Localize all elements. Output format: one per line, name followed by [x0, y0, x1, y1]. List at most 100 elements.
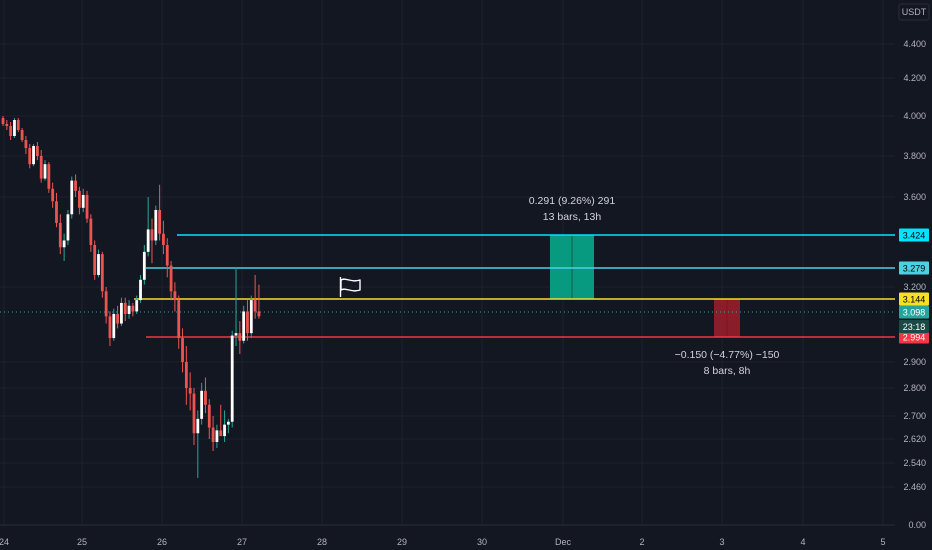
price-level-tag-text: 3.279	[903, 264, 926, 274]
price-level-tag-text: 2.994	[903, 333, 926, 343]
candle-body	[257, 311, 261, 317]
time-tick: 4	[800, 537, 805, 547]
candle-body	[24, 140, 28, 148]
price-tick: 3.200	[903, 282, 926, 292]
candle-body	[219, 430, 223, 437]
candle-body	[62, 240, 66, 248]
candle-body	[13, 120, 16, 136]
candle-body	[242, 311, 246, 341]
time-axis[interactable]: 24 25 26 27 28 29 30 Dec 2 3 4 5	[0, 537, 886, 547]
price-level-tag-text: 3.144	[903, 295, 926, 305]
candle-body	[207, 404, 211, 428]
candle-body	[1, 118, 5, 124]
flag-icon[interactable]	[339, 277, 361, 297]
price-tick: 4.400	[903, 39, 926, 49]
last-price-tag	[899, 305, 929, 319]
time-tick: 25	[77, 537, 87, 547]
measure-up-change: 0.291 (9.26%) 291	[529, 195, 616, 207]
measure-down-bars: 8 bars, 8h	[704, 365, 751, 377]
candle-body	[131, 305, 135, 312]
price-tick: 2.540	[903, 458, 926, 468]
candle-body	[81, 194, 85, 208]
candle-body	[93, 245, 97, 275]
candle-body	[192, 393, 196, 434]
price-axis[interactable]: 4.400 4.200 4.000 3.800 3.600 3.200 2.900 2.800…	[895, 0, 932, 550]
candle-body	[112, 313, 116, 339]
candle-body	[51, 188, 55, 202]
price-level-tag-text: 3.424	[903, 231, 926, 241]
candle-body	[246, 311, 249, 334]
candle-body	[223, 424, 226, 437]
candle-body	[32, 146, 35, 165]
candle-body	[116, 313, 119, 324]
candle-body	[142, 251, 146, 280]
last-price-tag-text: 3.098	[903, 308, 926, 318]
candle-body	[35, 146, 39, 156]
candle-body	[165, 245, 169, 266]
candle-body	[97, 254, 100, 275]
candle-body	[135, 300, 139, 312]
measure-zones	[550, 235, 740, 337]
price-tick: 4.200	[903, 73, 926, 83]
price-tick: 2.700	[903, 411, 926, 421]
candle-body	[104, 291, 108, 317]
time-tick: 27	[237, 537, 247, 547]
price-tick-bottom: 0.00	[908, 520, 926, 530]
candle-body	[150, 229, 154, 241]
candle-body	[20, 130, 24, 140]
candle-body	[55, 201, 58, 223]
candle-body	[253, 300, 257, 312]
price-level-lines[interactable]	[134, 234, 895, 338]
candle-body	[215, 430, 219, 442]
candle-body	[47, 164, 51, 189]
candle-body	[85, 194, 89, 219]
price-tick: 4.000	[903, 111, 926, 121]
candle-body	[39, 156, 43, 179]
grid	[0, 0, 895, 526]
candle-body	[127, 305, 131, 314]
candle-body	[5, 124, 9, 126]
candle-body	[234, 333, 238, 336]
price-level-tag	[899, 261, 929, 275]
currency-badge[interactable]	[898, 3, 930, 21]
candle-body	[162, 233, 165, 246]
candle-body	[230, 335, 234, 422]
time-tick: 29	[397, 537, 407, 547]
time-tick: 28	[317, 537, 327, 547]
price-tick: 2.900	[903, 357, 926, 367]
candle-body	[188, 388, 192, 394]
candle-body	[58, 222, 62, 248]
candle-body	[238, 333, 242, 341]
candle-body	[158, 209, 162, 234]
candle-body	[100, 254, 104, 292]
price-level-tag	[899, 228, 929, 242]
candle-body	[28, 148, 32, 165]
currency-label: USDT	[902, 7, 927, 17]
time-tick: 2	[639, 537, 644, 547]
countdown-tag-text: 23:18	[903, 322, 926, 332]
time-tick: 5	[880, 537, 885, 547]
price-tick: 2.800	[903, 383, 926, 393]
candle-body	[66, 214, 70, 241]
price-tick: 2.460	[903, 482, 926, 492]
candle-body	[184, 362, 188, 388]
candle-body	[154, 209, 158, 241]
candle-body	[9, 126, 13, 136]
time-tick: 24	[0, 537, 9, 547]
candle-body	[108, 316, 112, 339]
price-tick: 2.620	[903, 434, 926, 444]
candle-body	[204, 390, 207, 405]
price-level-tag	[899, 330, 929, 344]
measure-up-bars: 13 bars, 13h	[543, 211, 602, 223]
candle-body	[173, 291, 177, 301]
candle-body	[123, 302, 127, 314]
candle-body	[196, 418, 200, 434]
candle-body	[226, 421, 230, 425]
candle-body	[74, 180, 77, 191]
candle-body	[70, 180, 74, 215]
candle-body	[211, 427, 215, 442]
price-tick: 3.600	[903, 192, 926, 202]
candle-body	[200, 390, 204, 419]
